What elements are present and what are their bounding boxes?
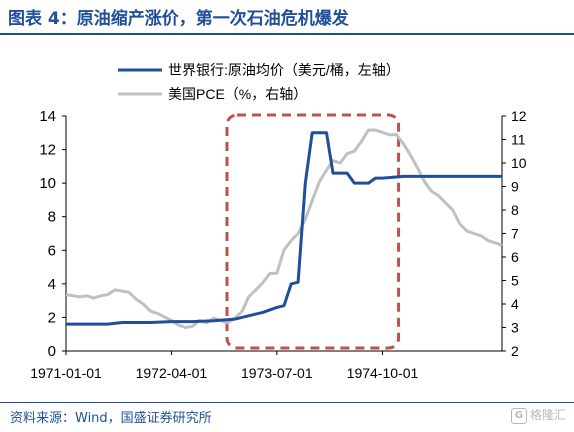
watermark-text: 格隆汇 bbox=[529, 408, 566, 422]
y-right-tick-label: 3 bbox=[511, 320, 519, 336]
legend-oil-price-label: 世界银行:原油均价（美元/桶，左轴） bbox=[168, 62, 400, 78]
x-tick-label: 1972-04-01 bbox=[136, 365, 208, 381]
line-chart: 0 2 4 6 8 10 12 14 2 3 4 5 6 7 8 9 10 11 12 1971-01-01 1972-… bbox=[30, 62, 527, 381]
series-line-oil-price bbox=[66, 131, 502, 326]
x-tick-label: 1973-07-01 bbox=[241, 365, 313, 381]
highlight-box-group bbox=[225, 113, 401, 350]
y-left-tick-label: 14 bbox=[39, 108, 56, 125]
title-divider bbox=[0, 33, 574, 35]
y-right-tick-label: 11 bbox=[511, 132, 526, 148]
y-left-tick-label: 4 bbox=[48, 276, 56, 293]
x-tick-label: 1971-01-01 bbox=[30, 365, 102, 381]
series-lines bbox=[65, 128, 503, 329]
footer-divider bbox=[0, 402, 574, 403]
y-right-tick-label: 2 bbox=[511, 343, 519, 359]
y-left-tick-label: 10 bbox=[39, 175, 56, 192]
y-left-tick-label: 0 bbox=[48, 343, 56, 360]
x-tick-label: 1974-10-01 bbox=[347, 365, 419, 381]
series-line-us-pce bbox=[65, 128, 503, 329]
y-right-tick-label: 5 bbox=[511, 273, 519, 289]
y-left-tick-label: 8 bbox=[48, 209, 56, 226]
page-title: 图表 4：原油缩产涨价，第一次石油危机爆发 bbox=[8, 9, 349, 29]
y-right-tick-label: 6 bbox=[511, 249, 519, 265]
y-right-tick-label: 12 bbox=[511, 108, 527, 124]
legend-us-pce-label: 美国PCE（%，右轴） bbox=[168, 86, 307, 102]
y-right-tick-label: 9 bbox=[511, 179, 519, 195]
y-left-tick-label: 2 bbox=[48, 309, 56, 326]
chart-axes: 0 2 4 6 8 10 12 14 2 3 4 5 6 7 8 9 10 11 12 1971-01-01 1972-… bbox=[30, 108, 527, 381]
y-left-tick-label: 12 bbox=[39, 142, 56, 159]
y-right-tick-label: 4 bbox=[511, 296, 519, 312]
chart-legend: 世界银行:原油均价（美元/桶，左轴） 美国PCE（%，右轴） bbox=[118, 62, 400, 102]
highlight-box bbox=[225, 113, 401, 350]
y-right-tick-label: 8 bbox=[511, 202, 519, 218]
watermark: G 格隆汇 bbox=[510, 406, 566, 424]
source-note: 资料来源：Wind，国盛证券研究所 bbox=[10, 411, 212, 426]
watermark-logo-icon: G bbox=[510, 407, 527, 424]
y-right-tick-label: 10 bbox=[511, 155, 527, 171]
y-right-tick-label: 7 bbox=[511, 226, 519, 242]
y-left-tick-label: 6 bbox=[48, 242, 56, 259]
